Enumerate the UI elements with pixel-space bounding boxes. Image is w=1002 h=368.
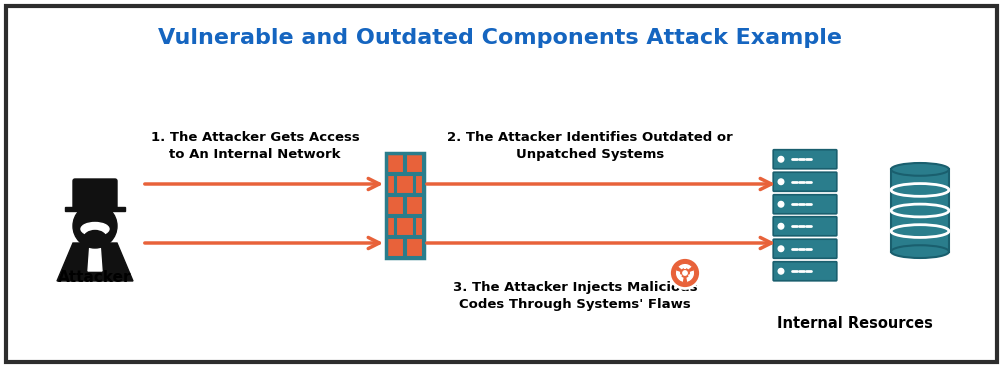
- FancyBboxPatch shape: [773, 239, 836, 258]
- Circle shape: [778, 201, 783, 207]
- Wedge shape: [677, 263, 691, 270]
- Circle shape: [778, 223, 783, 229]
- Bar: [386, 196, 404, 215]
- Wedge shape: [685, 270, 694, 283]
- Bar: [386, 217, 395, 236]
- Bar: [386, 153, 424, 258]
- Ellipse shape: [890, 163, 948, 176]
- Polygon shape: [57, 243, 133, 281]
- Bar: [405, 153, 423, 173]
- Text: 3. The Attacker Injects Malicious
Codes Through Systems' Flaws: 3. The Attacker Injects Malicious Codes …: [452, 281, 696, 311]
- FancyBboxPatch shape: [773, 172, 836, 191]
- Bar: [396, 217, 414, 236]
- Wedge shape: [674, 270, 683, 283]
- FancyBboxPatch shape: [773, 195, 836, 214]
- Circle shape: [668, 258, 699, 289]
- FancyBboxPatch shape: [773, 217, 836, 236]
- Bar: [415, 217, 423, 236]
- Text: Internal Resources: Internal Resources: [777, 316, 932, 331]
- Ellipse shape: [81, 223, 109, 236]
- Circle shape: [73, 204, 117, 248]
- Ellipse shape: [890, 225, 948, 237]
- Bar: [65, 207, 125, 211]
- Bar: [415, 174, 423, 194]
- Bar: [405, 196, 423, 215]
- Circle shape: [778, 268, 783, 274]
- Bar: [386, 238, 404, 257]
- Bar: [890, 169, 948, 252]
- Text: Vulnerable and Outdated Components Attack Example: Vulnerable and Outdated Components Attac…: [158, 28, 841, 48]
- Bar: [386, 153, 404, 173]
- FancyBboxPatch shape: [773, 150, 836, 169]
- Circle shape: [778, 246, 783, 252]
- Ellipse shape: [890, 184, 948, 196]
- FancyBboxPatch shape: [773, 262, 836, 281]
- Text: 1. The Attacker Gets Access
to An Internal Network: 1. The Attacker Gets Access to An Intern…: [150, 131, 359, 161]
- Bar: [396, 174, 414, 194]
- Ellipse shape: [890, 245, 948, 258]
- Circle shape: [778, 179, 783, 184]
- Text: Attacker: Attacker: [58, 270, 131, 285]
- Circle shape: [680, 269, 687, 276]
- Bar: [386, 174, 395, 194]
- Text: 2. The Attacker Identifies Outdated or
Unpatched Systems: 2. The Attacker Identifies Outdated or U…: [447, 131, 732, 161]
- FancyBboxPatch shape: [73, 179, 117, 211]
- Polygon shape: [88, 243, 102, 271]
- Ellipse shape: [890, 204, 948, 217]
- Ellipse shape: [84, 230, 106, 245]
- Bar: [405, 238, 423, 257]
- Circle shape: [778, 156, 783, 162]
